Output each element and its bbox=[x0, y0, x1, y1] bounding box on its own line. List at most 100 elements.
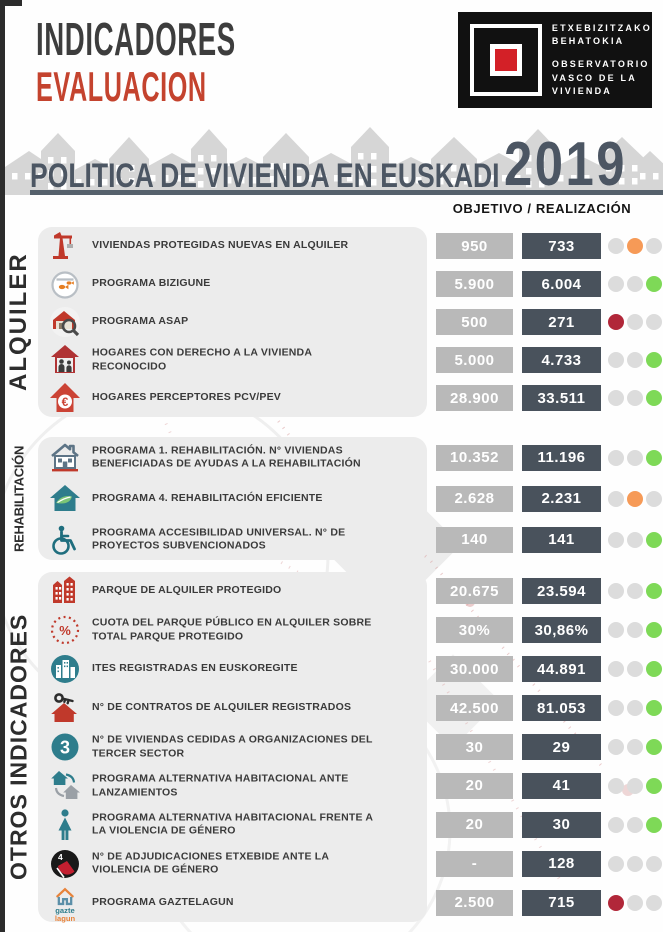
status-dot-inactive bbox=[627, 449, 643, 466]
status-dot-green bbox=[646, 816, 662, 833]
objetivo-value: 30% bbox=[436, 617, 513, 644]
indicator-row: N° DE CONTRATOS DE ALQUILER REGISTRADOS 4… bbox=[38, 689, 663, 728]
objetivo-value: 30.000 bbox=[436, 656, 513, 683]
status-dots bbox=[608, 449, 662, 466]
status-dots bbox=[608, 276, 662, 292]
objetivo-value: 500 bbox=[436, 309, 513, 335]
indicator-label: PROGRAMA ALTERNATIVA HABITACIONAL FRENTE… bbox=[92, 811, 373, 837]
status-dot-red bbox=[608, 894, 624, 911]
indicator-row: PROGRAMA BIZIGUNE 5.900 6.004 bbox=[38, 265, 663, 303]
objetivo-value: 5.000 bbox=[436, 347, 513, 373]
indicator-label: PROGRAMA ACCESIBILIDAD UNIVERSAL. N° DE … bbox=[92, 525, 346, 552]
status-dot-green bbox=[646, 583, 662, 600]
status-dots bbox=[608, 390, 662, 406]
status-dot-inactive bbox=[608, 855, 624, 872]
indicator-label: CUOTA DEL PARQUE PÚBLICO EN ALQUILER SOB… bbox=[92, 616, 372, 643]
status-dot-inactive bbox=[627, 700, 643, 717]
status-dots bbox=[608, 314, 662, 330]
number-3-circle-icon: 3 bbox=[46, 728, 84, 766]
status-dot-inactive bbox=[608, 352, 624, 368]
objetivo-value: 140 bbox=[436, 526, 513, 553]
status-dot-inactive bbox=[608, 622, 624, 639]
page-left-edge bbox=[0, 0, 5, 932]
svg-text:gazte: gazte bbox=[55, 906, 74, 915]
realizacion-value: 141 bbox=[522, 526, 601, 553]
status-dot-inactive bbox=[627, 531, 643, 548]
house-key-icon bbox=[46, 689, 84, 727]
status-dot-inactive bbox=[608, 276, 624, 292]
status-dots bbox=[608, 700, 662, 717]
status-dots bbox=[608, 531, 662, 548]
page-title: INDICADORES EVALUACION bbox=[36, 16, 369, 108]
indicator-row: gazte lagun PROGRAMA GAZTELAGUN 2.500 715 bbox=[38, 883, 663, 923]
objetivo-value: 20 bbox=[436, 811, 513, 838]
indicator-row: 3 N° DE VIVIENDAS CEDIDAS A ORGANIZACIONE… bbox=[38, 728, 663, 767]
page-top-edge bbox=[0, 0, 22, 6]
status-dot-orange bbox=[627, 490, 643, 507]
status-dots bbox=[608, 583, 662, 600]
status-dot-green bbox=[646, 390, 662, 406]
status-dot-inactive bbox=[627, 894, 643, 911]
indicator-row: VIVIENDAS PROTEGIDAS NUEVAS EN ALQUILER 9… bbox=[38, 227, 663, 265]
status-dot-inactive bbox=[627, 622, 643, 639]
city-skyline-art bbox=[5, 127, 663, 195]
objetivo-value: 28.900 bbox=[436, 385, 513, 411]
objetivo-value: 2.628 bbox=[436, 485, 513, 512]
indicator-label: PROGRAMA ASAP bbox=[92, 315, 189, 328]
indicator-label: N° DE CONTRATOS DE ALQUILER REGISTRADOS bbox=[92, 701, 352, 714]
year-label: 2019 bbox=[504, 130, 627, 199]
status-dots bbox=[608, 777, 662, 794]
indicator-row: PROGRAMA 1. REHABILITACIÓN. N° VIVIENDAS… bbox=[38, 437, 663, 478]
status-dot-inactive bbox=[646, 855, 662, 872]
status-dot-inactive bbox=[627, 816, 643, 833]
banner-title: POLITICA DE VIVIENDA EN EUSKADI bbox=[30, 157, 500, 195]
house-family-icon bbox=[46, 341, 84, 379]
rehab-house-icon bbox=[46, 439, 84, 477]
section-label: ALQUILER bbox=[5, 252, 32, 392]
anti-violence-icon: 4 bbox=[46, 845, 84, 883]
section-label: REHABILITACIÓN bbox=[11, 445, 27, 552]
objetivo-value: 5.900 bbox=[436, 271, 513, 297]
realizacion-value: 11.196 bbox=[522, 444, 601, 471]
tower-crane-icon bbox=[46, 227, 84, 265]
logo-red-square bbox=[494, 49, 517, 71]
status-dots bbox=[608, 816, 662, 833]
realizacion-value: 23.594 bbox=[522, 578, 601, 605]
status-dot-red bbox=[608, 314, 624, 330]
houses-cycle-icon bbox=[46, 767, 84, 805]
status-dot-green bbox=[646, 276, 662, 292]
status-dot-green bbox=[646, 700, 662, 717]
status-dot-inactive bbox=[627, 583, 643, 600]
indicator-label: PROGRAMA 4. REHABILITACIÓN EFICIENTE bbox=[92, 491, 323, 504]
status-dot-green bbox=[646, 352, 662, 368]
indicator-row: ITES REGISTRADAS EN EUSKOREGITE 30.000 44.… bbox=[38, 650, 663, 689]
status-dot-inactive bbox=[608, 238, 624, 254]
status-dot-inactive bbox=[627, 855, 643, 872]
status-dot-inactive bbox=[608, 583, 624, 600]
status-dot-inactive bbox=[608, 390, 624, 406]
indicator-label: VIVIENDAS PROTEGIDAS NUEVAS EN ALQUILER bbox=[92, 239, 349, 252]
title-indicadores: INDICADORES bbox=[36, 13, 236, 65]
objetivo-value: 20.675 bbox=[436, 578, 513, 605]
status-dot-inactive bbox=[627, 276, 643, 292]
status-dot-green bbox=[646, 531, 662, 548]
indicator-label: ITES REGISTRADAS EN EUSKOREGITE bbox=[92, 662, 298, 675]
realizacion-value: 733 bbox=[522, 233, 601, 259]
realizacion-value: 29 bbox=[522, 734, 601, 760]
indicator-label: N° DE ADJUDICACIONES ETXEBIDE ANTE LA VI… bbox=[92, 850, 329, 876]
objetivo-value: 42.500 bbox=[436, 695, 513, 722]
indicator-row: PARQUE DE ALQUILER PROTEGIDO 20.675 23.594 bbox=[38, 572, 663, 611]
objetivo-value: 10.352 bbox=[436, 444, 513, 471]
woman-icon bbox=[46, 806, 84, 844]
status-dot-inactive bbox=[627, 352, 643, 368]
status-dot-green bbox=[646, 739, 662, 755]
objetivo-value: 30 bbox=[436, 734, 513, 760]
indicator-row: 4 N° DE ADJUDICACIONES ETXEBIDE ANTE LA V… bbox=[38, 844, 663, 883]
section-label: OTROS INDICADORES bbox=[5, 613, 32, 881]
realizacion-value: 6.004 bbox=[522, 271, 601, 297]
observatorio-logo: ETXEBIZITZAKO BEHATOKIA OBSERVATORIO VAS… bbox=[458, 12, 652, 108]
status-dot-inactive bbox=[608, 531, 624, 548]
status-dot-inactive bbox=[627, 661, 643, 678]
indicator-label: PROGRAMA BIZIGUNE bbox=[92, 277, 211, 290]
status-dots bbox=[608, 894, 662, 911]
